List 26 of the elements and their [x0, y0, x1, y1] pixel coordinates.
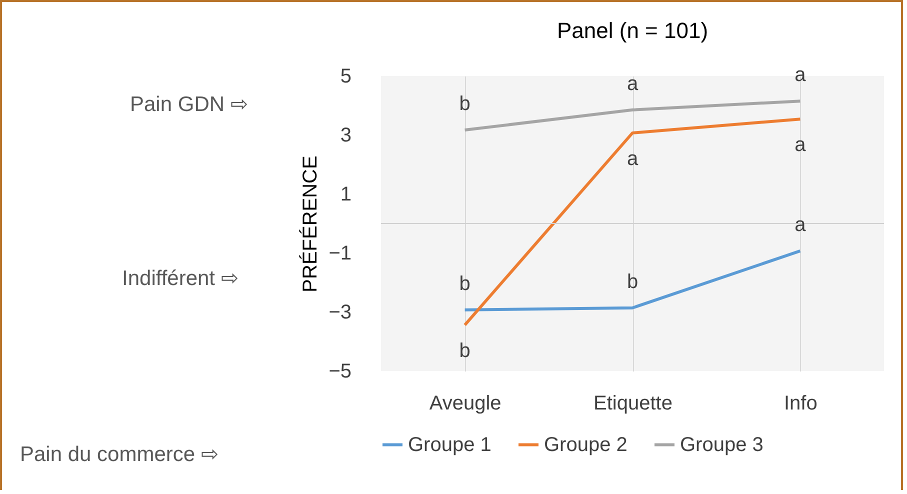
y-tick-label: −5: [328, 360, 352, 382]
annotation: a: [794, 134, 807, 156]
text: Pain GDN ⇨: [130, 92, 248, 117]
annotation: a: [626, 148, 639, 170]
annotation: a: [794, 64, 807, 86]
annotation: b: [626, 270, 638, 293]
text: Pain du commerce ⇨: [20, 442, 219, 467]
x-tick-label: Aveugle: [429, 392, 502, 414]
legend-label: Groupe 1: [408, 434, 492, 456]
legend-label: Groupe 2: [544, 434, 628, 456]
annotation: b: [459, 340, 470, 362]
x-tick-label: Info: [784, 392, 818, 414]
y-tick-label: −1: [328, 242, 352, 264]
y-axis-title: PRÉFÉRENCE: [298, 156, 322, 292]
y-tick-label: 5: [340, 66, 352, 88]
chart-title: Panel (n = 101): [556, 18, 708, 44]
annotation: a: [626, 72, 639, 95]
y-tick-label: −3: [328, 302, 352, 324]
legend-label: Groupe 3: [680, 434, 764, 456]
x-tick-label: Etiquette: [594, 392, 672, 414]
annotation: b: [459, 272, 470, 295]
text: Indifférent ⇨: [122, 266, 239, 291]
y-tick-label: 3: [340, 124, 352, 146]
annotation: b: [459, 92, 470, 115]
y-tick-label: 1: [340, 184, 352, 206]
annotation: a: [794, 214, 807, 236]
